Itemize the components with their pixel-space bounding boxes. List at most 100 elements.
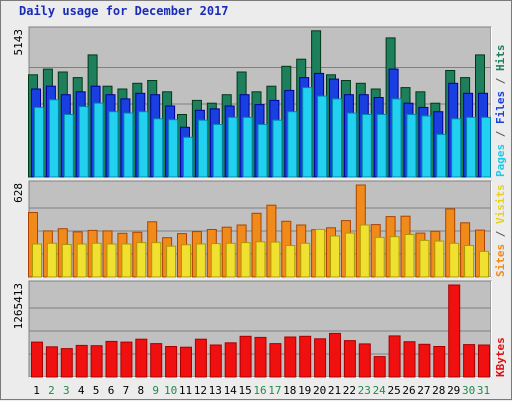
x-tick-label-day-8: 8 [137,384,144,397]
bar-kbytes-day-28 [433,346,446,378]
x-tick-label-day-27: 27 [417,384,430,397]
bar-visits-day-7 [121,243,132,278]
x-tick-label-day-15: 15 [238,384,251,397]
x-tick-label-day-1: 1 [33,384,40,397]
bar-kbytes-day-15 [239,335,252,378]
bar-kbytes-day-11 [180,346,192,378]
x-tick-label-day-10: 10 [164,384,177,397]
bar-kbytes-day-20 [314,338,327,378]
x-tick-label-day-29: 29 [447,384,460,397]
bar-pages-day-5 [93,102,104,178]
y-axis-max-bottom: 1265413 [12,283,25,329]
bar-pages-day-15 [242,116,253,178]
bar-visits-day-11 [181,244,191,278]
x-tick-label-day-30: 30 [462,384,475,397]
x-tick-label-day-12: 12 [194,384,207,397]
bar-pages-day-8 [138,111,149,178]
bar-visits-day-9 [151,242,162,278]
bar-visits-day-10 [166,245,177,278]
bar-visits-day-6 [106,243,117,278]
x-tick-label-day-22: 22 [343,384,356,397]
bar-kbytes-day-8 [135,338,148,378]
bar-pages-day-10 [168,119,179,178]
bar-visits-day-26 [404,234,415,278]
bar-kbytes-day-13 [209,344,222,378]
bar-visits-day-23 [359,224,370,278]
bar-visits-day-20 [315,228,326,278]
x-tick-label-day-17: 17 [268,384,281,397]
x-tick-label-day-6: 6 [108,384,115,397]
bar-visits-day-19 [300,242,311,278]
x-tick-label-day-26: 26 [402,384,415,397]
bar-visits-day-27 [419,239,430,278]
bar-visits-day-28 [434,240,445,278]
bar-pages-day-2 [48,99,59,178]
x-tick-label-day-5: 5 [93,384,100,397]
side-label-part: / [494,224,507,244]
bar-visits-day-22 [344,232,355,278]
bar-pages-day-21 [332,98,342,178]
side-label-part: Files [494,91,507,124]
bar-pages-day-3 [63,114,74,178]
bar-visits-day-30 [464,245,475,278]
bar-kbytes-day-27 [418,343,431,378]
bar-visits-day-5 [91,242,102,278]
bar-kbytes-day-18 [284,336,297,378]
chart-title: Daily usage for December 2017 [19,4,229,18]
bar-kbytes-day-5 [90,345,103,378]
bar-pages-day-29 [451,118,462,178]
bar-pages-day-31 [481,116,491,178]
bar-visits-day-1 [32,243,42,278]
x-tick-label-day-9: 9 [152,384,159,397]
bar-pages-day-6 [108,111,119,178]
bar-pages-day-11 [183,136,193,178]
bar-visits-day-24 [374,236,385,278]
x-tick-label-day-31: 31 [477,384,490,397]
bar-kbytes-day-3 [60,348,73,378]
bar-kbytes-day-23 [358,343,371,378]
bar-pages-day-23 [361,114,372,178]
bar-kbytes-day-21 [329,332,341,378]
bar-kbytes-day-1 [31,341,43,378]
x-tick-label-day-20: 20 [313,384,326,397]
bar-pages-day-4 [78,106,89,178]
side-label-part: Visits [494,184,507,224]
bar-pages-day-19 [302,87,313,178]
bar-kbytes-day-16 [254,336,267,378]
x-tick-label-day-11: 11 [179,384,192,397]
y-axis-max-middle: 628 [12,183,25,203]
bar-kbytes-day-31 [478,344,490,378]
bar-visits-day-14 [225,242,236,278]
bar-visits-day-13 [210,243,221,278]
bar-kbytes-day-26 [403,341,416,378]
bar-pages-day-25 [391,98,402,178]
bar-visits-day-25 [389,236,400,278]
bar-kbytes-day-4 [75,344,88,378]
bar-kbytes-day-24 [373,356,386,378]
bar-visits-day-4 [76,243,87,278]
bar-kbytes-day-6 [105,340,118,378]
bar-pages-day-17 [272,119,283,178]
side-label-part: Hits [494,45,507,72]
bar-visits-day-8 [136,242,147,278]
bar-pages-day-30 [466,116,477,178]
bar-pages-day-1 [34,106,44,178]
bar-pages-day-9 [153,118,164,178]
side-label-middle: Sites / Visits [494,184,507,277]
x-tick-label-day-3: 3 [63,384,70,397]
side-label-bottom: KBytes [494,337,507,377]
side-label-part: Pages [494,144,507,177]
bar-visits-day-12 [195,243,206,278]
bar-pages-day-26 [406,114,417,178]
x-tick-label-day-19: 19 [298,384,311,397]
bar-pages-day-24 [376,114,387,178]
bar-kbytes-day-25 [388,335,401,378]
x-tick-label-day-2: 2 [48,384,55,397]
x-tick-label-day-24: 24 [373,384,387,397]
side-label-part: KBytes [494,337,507,377]
bar-kbytes-day-14 [224,342,237,378]
x-tick-label-day-28: 28 [432,384,445,397]
side-label-top: Pages / Files / Hits [494,45,507,178]
